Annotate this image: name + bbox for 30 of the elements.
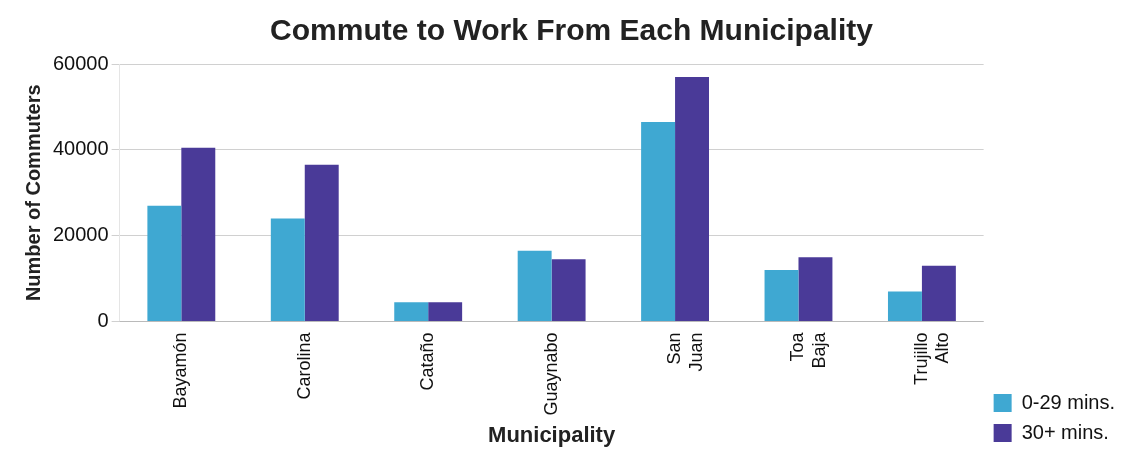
y-tick-label: 60000 xyxy=(52,51,109,74)
legend-label: 0-29 mins. xyxy=(1021,390,1116,413)
x-tick-label: Trujillo Alto xyxy=(910,332,953,385)
bar xyxy=(394,302,429,322)
bar xyxy=(764,270,799,322)
y-tick-label: 40000 xyxy=(52,137,109,160)
bar xyxy=(428,302,463,322)
bar xyxy=(641,121,676,322)
bar xyxy=(887,291,922,322)
x-axis-title: Municipality xyxy=(488,421,616,447)
y-axis-title: Number of Commuters xyxy=(21,84,44,302)
bar xyxy=(517,250,552,322)
y-tick-label: 0 xyxy=(97,309,109,332)
x-tick-label: Guaynabo xyxy=(540,332,561,416)
bar xyxy=(181,147,216,322)
bar xyxy=(147,205,182,322)
bar xyxy=(798,257,833,322)
chart-title: Commute to Work From Each Municipality xyxy=(270,13,874,47)
y-tick-label: 20000 xyxy=(52,223,109,246)
x-tick-label: Toa Baja xyxy=(787,331,830,369)
x-tick-label: Bayamón xyxy=(170,332,191,409)
x-tick-label: Carolina xyxy=(293,331,314,400)
x-tick-label: San Juan xyxy=(664,332,706,372)
x-tick-label: Cataño xyxy=(417,332,438,391)
bar xyxy=(675,76,709,322)
legend-label: 30+ mins. xyxy=(1021,420,1109,443)
bar xyxy=(304,164,339,322)
bar xyxy=(551,259,586,322)
bar xyxy=(270,218,305,322)
bar xyxy=(921,265,956,322)
